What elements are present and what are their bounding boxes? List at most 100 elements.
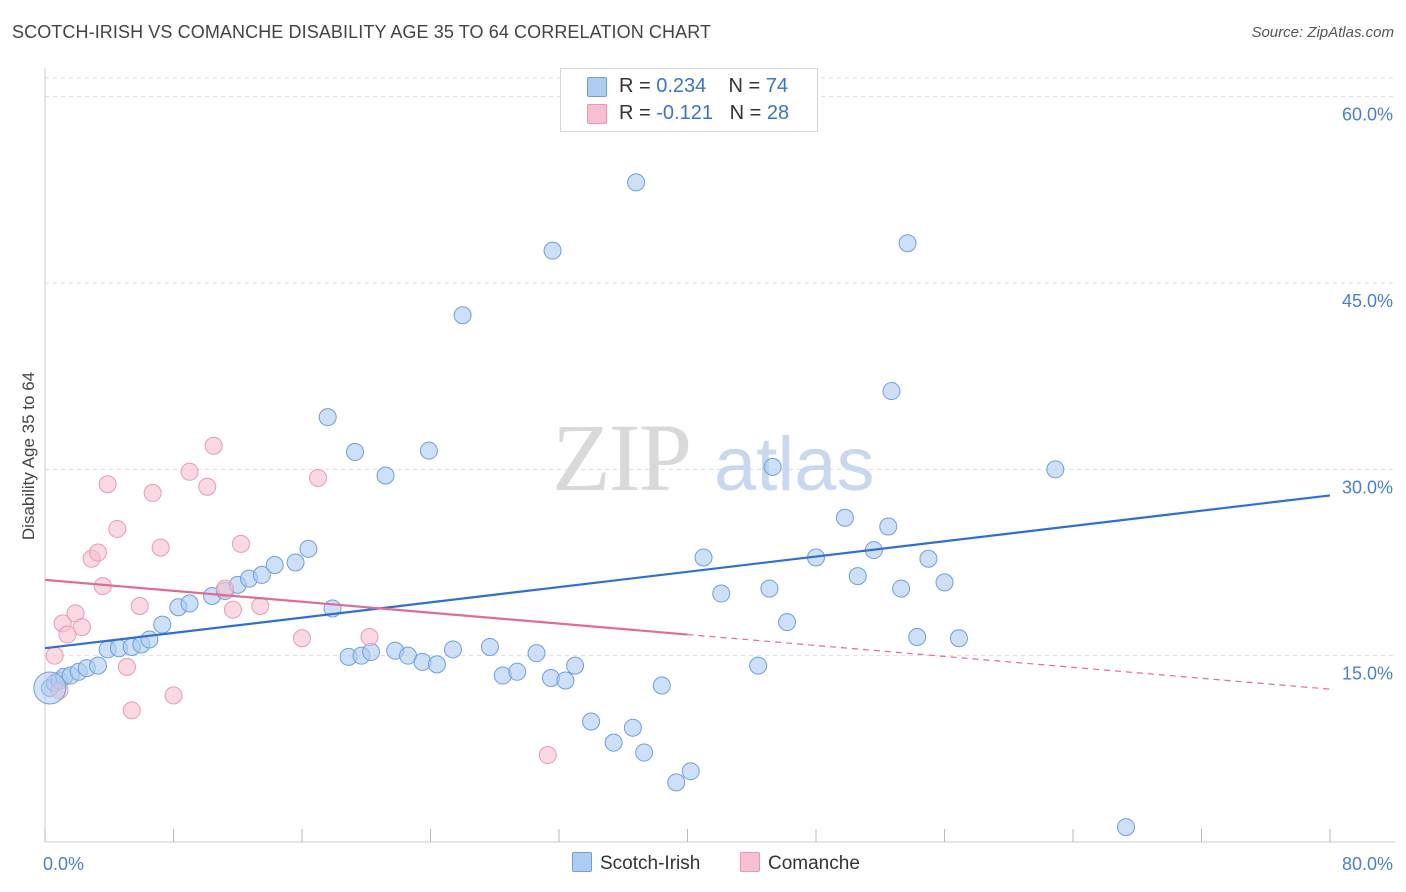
scotch-irish-point	[1117, 818, 1136, 837]
comanche-point	[151, 538, 170, 557]
scotch-irish-point	[835, 508, 854, 527]
scotch-irish-point	[527, 644, 546, 663]
comanche-trendline	[44, 578, 688, 636]
scotch-irish-point	[508, 662, 527, 681]
scotch-irish-point	[919, 549, 938, 568]
scotch-irish-point	[694, 548, 713, 567]
legend-n-label: N =	[729, 102, 762, 124]
comanche-point	[180, 462, 199, 481]
bottom-legend-comanche: Comanche	[740, 852, 860, 875]
points-layer	[33, 173, 1136, 837]
scotch-irish-point	[667, 773, 686, 792]
comanche-point	[223, 600, 242, 619]
scotch-irish-point	[252, 565, 271, 584]
chart-title: SCOTCH-IRISH VS COMANCHE DISABILITY AGE …	[12, 22, 712, 42]
comanche-point	[98, 475, 117, 494]
y-tick-label: 30.0%	[1342, 477, 1393, 497]
comanche-point	[215, 579, 234, 598]
scotch-irish-point	[180, 594, 199, 613]
scotch-irish-point	[582, 712, 601, 731]
scotch-irish-point	[879, 517, 898, 536]
watermark-atlas: atlas	[714, 422, 875, 507]
comanche-point	[293, 629, 311, 648]
scotch-irish-point	[935, 573, 954, 592]
bottom-legend-swatch-comanche	[740, 852, 760, 872]
y-tick-label: 45.0%	[1342, 291, 1393, 311]
watermark: ZIP atlas	[552, 404, 875, 511]
scotch-irish-point	[419, 441, 438, 460]
bottom-legend-label: Scotch-Irish	[600, 853, 701, 874]
scotch-irish-point	[949, 629, 968, 648]
comanche-point	[164, 686, 183, 705]
scotch-irish-point	[543, 241, 562, 260]
legend-r-label: R =	[619, 75, 651, 97]
scotch-irish-point	[712, 584, 731, 603]
comanche-point	[198, 477, 217, 496]
scotch-irish-point	[898, 234, 917, 253]
comanche-point	[117, 657, 136, 676]
comanche-point	[89, 543, 108, 562]
bottom-legend-swatch-scotch-irish	[572, 852, 592, 872]
scotch-irish-point	[140, 630, 159, 649]
legend-n-label: N =	[728, 75, 761, 97]
watermark-zip: ZIP	[552, 404, 690, 511]
scotch-irish-point	[760, 579, 779, 598]
tick-label-layer: 15.0% 30.0% 45.0% 60.0% 0.0% 80.0%	[43, 105, 1393, 874]
comanche-point	[360, 628, 379, 647]
comanche-point	[309, 469, 328, 488]
scotch-irish-point	[318, 408, 337, 427]
comanche-point	[58, 625, 77, 644]
x-tick-label: 0.0%	[43, 854, 84, 874]
legend-n-value: 74	[765, 75, 789, 97]
comanche-point	[130, 596, 149, 615]
x-tick-label: 80.0%	[1342, 854, 1393, 874]
legend-n-value: 28	[766, 102, 790, 124]
y-tick-label: 15.0%	[1342, 664, 1393, 684]
comanche-point	[231, 534, 250, 553]
trend-layer	[44, 494, 1331, 690]
scotch-irish-point	[453, 306, 472, 325]
legend: R = 0.234 N = 74 R = -0.121 N = 28	[560, 68, 818, 132]
scotch-irish-point	[652, 676, 671, 695]
scotch-irish-point	[882, 382, 901, 401]
scotch-irish-point	[1046, 460, 1065, 479]
scotch-irish-point	[443, 640, 462, 659]
legend-r-value: -0.121	[656, 102, 713, 124]
scotch-irish-point	[376, 466, 395, 485]
scotch-irish-point	[346, 442, 365, 461]
scotch-irish-point	[623, 718, 642, 737]
scotch-irish-point	[286, 553, 305, 572]
legend-r-label: R =	[619, 102, 651, 124]
legend-r-value: 0.234	[656, 75, 707, 97]
y-tick-label: 60.0%	[1342, 105, 1393, 125]
scotch-irish-point	[480, 637, 499, 656]
legend-text: R = 0.234 N = 74	[619, 75, 788, 98]
legend-text: R = -0.121 N = 28	[619, 102, 789, 125]
axis-layer	[44, 68, 1395, 843]
comanche-trendline-extension	[687, 633, 1331, 690]
scotch-irish-point	[778, 613, 797, 632]
comanche-point	[108, 519, 127, 538]
scotch-irish-trendline	[44, 494, 1331, 650]
scotch-irish-cluster-point	[33, 671, 67, 705]
comanche-point	[122, 701, 141, 720]
scotch-irish-point	[763, 457, 782, 476]
comanche-point	[143, 483, 162, 502]
comanche-point	[538, 746, 557, 765]
bottom-legend-scotch-irish: Scotch-Irish	[572, 852, 700, 875]
scotch-irish-point	[362, 642, 381, 661]
scotch-irish-point	[627, 173, 646, 192]
legend-swatch-comanche	[587, 104, 607, 124]
scotch-irish-point	[908, 628, 927, 647]
scotch-irish-point	[153, 615, 172, 634]
scotch-irish-point	[749, 656, 768, 675]
scotch-irish-point	[681, 762, 700, 781]
scotch-irish-point	[427, 655, 446, 674]
scotch-irish-point	[265, 555, 284, 574]
comanche-point	[251, 596, 270, 615]
scotch-irish-point	[848, 567, 867, 586]
legend-swatch-scotch-irish	[587, 77, 607, 97]
scotch-irish-point	[635, 743, 654, 762]
scotch-irish-point	[556, 671, 575, 690]
